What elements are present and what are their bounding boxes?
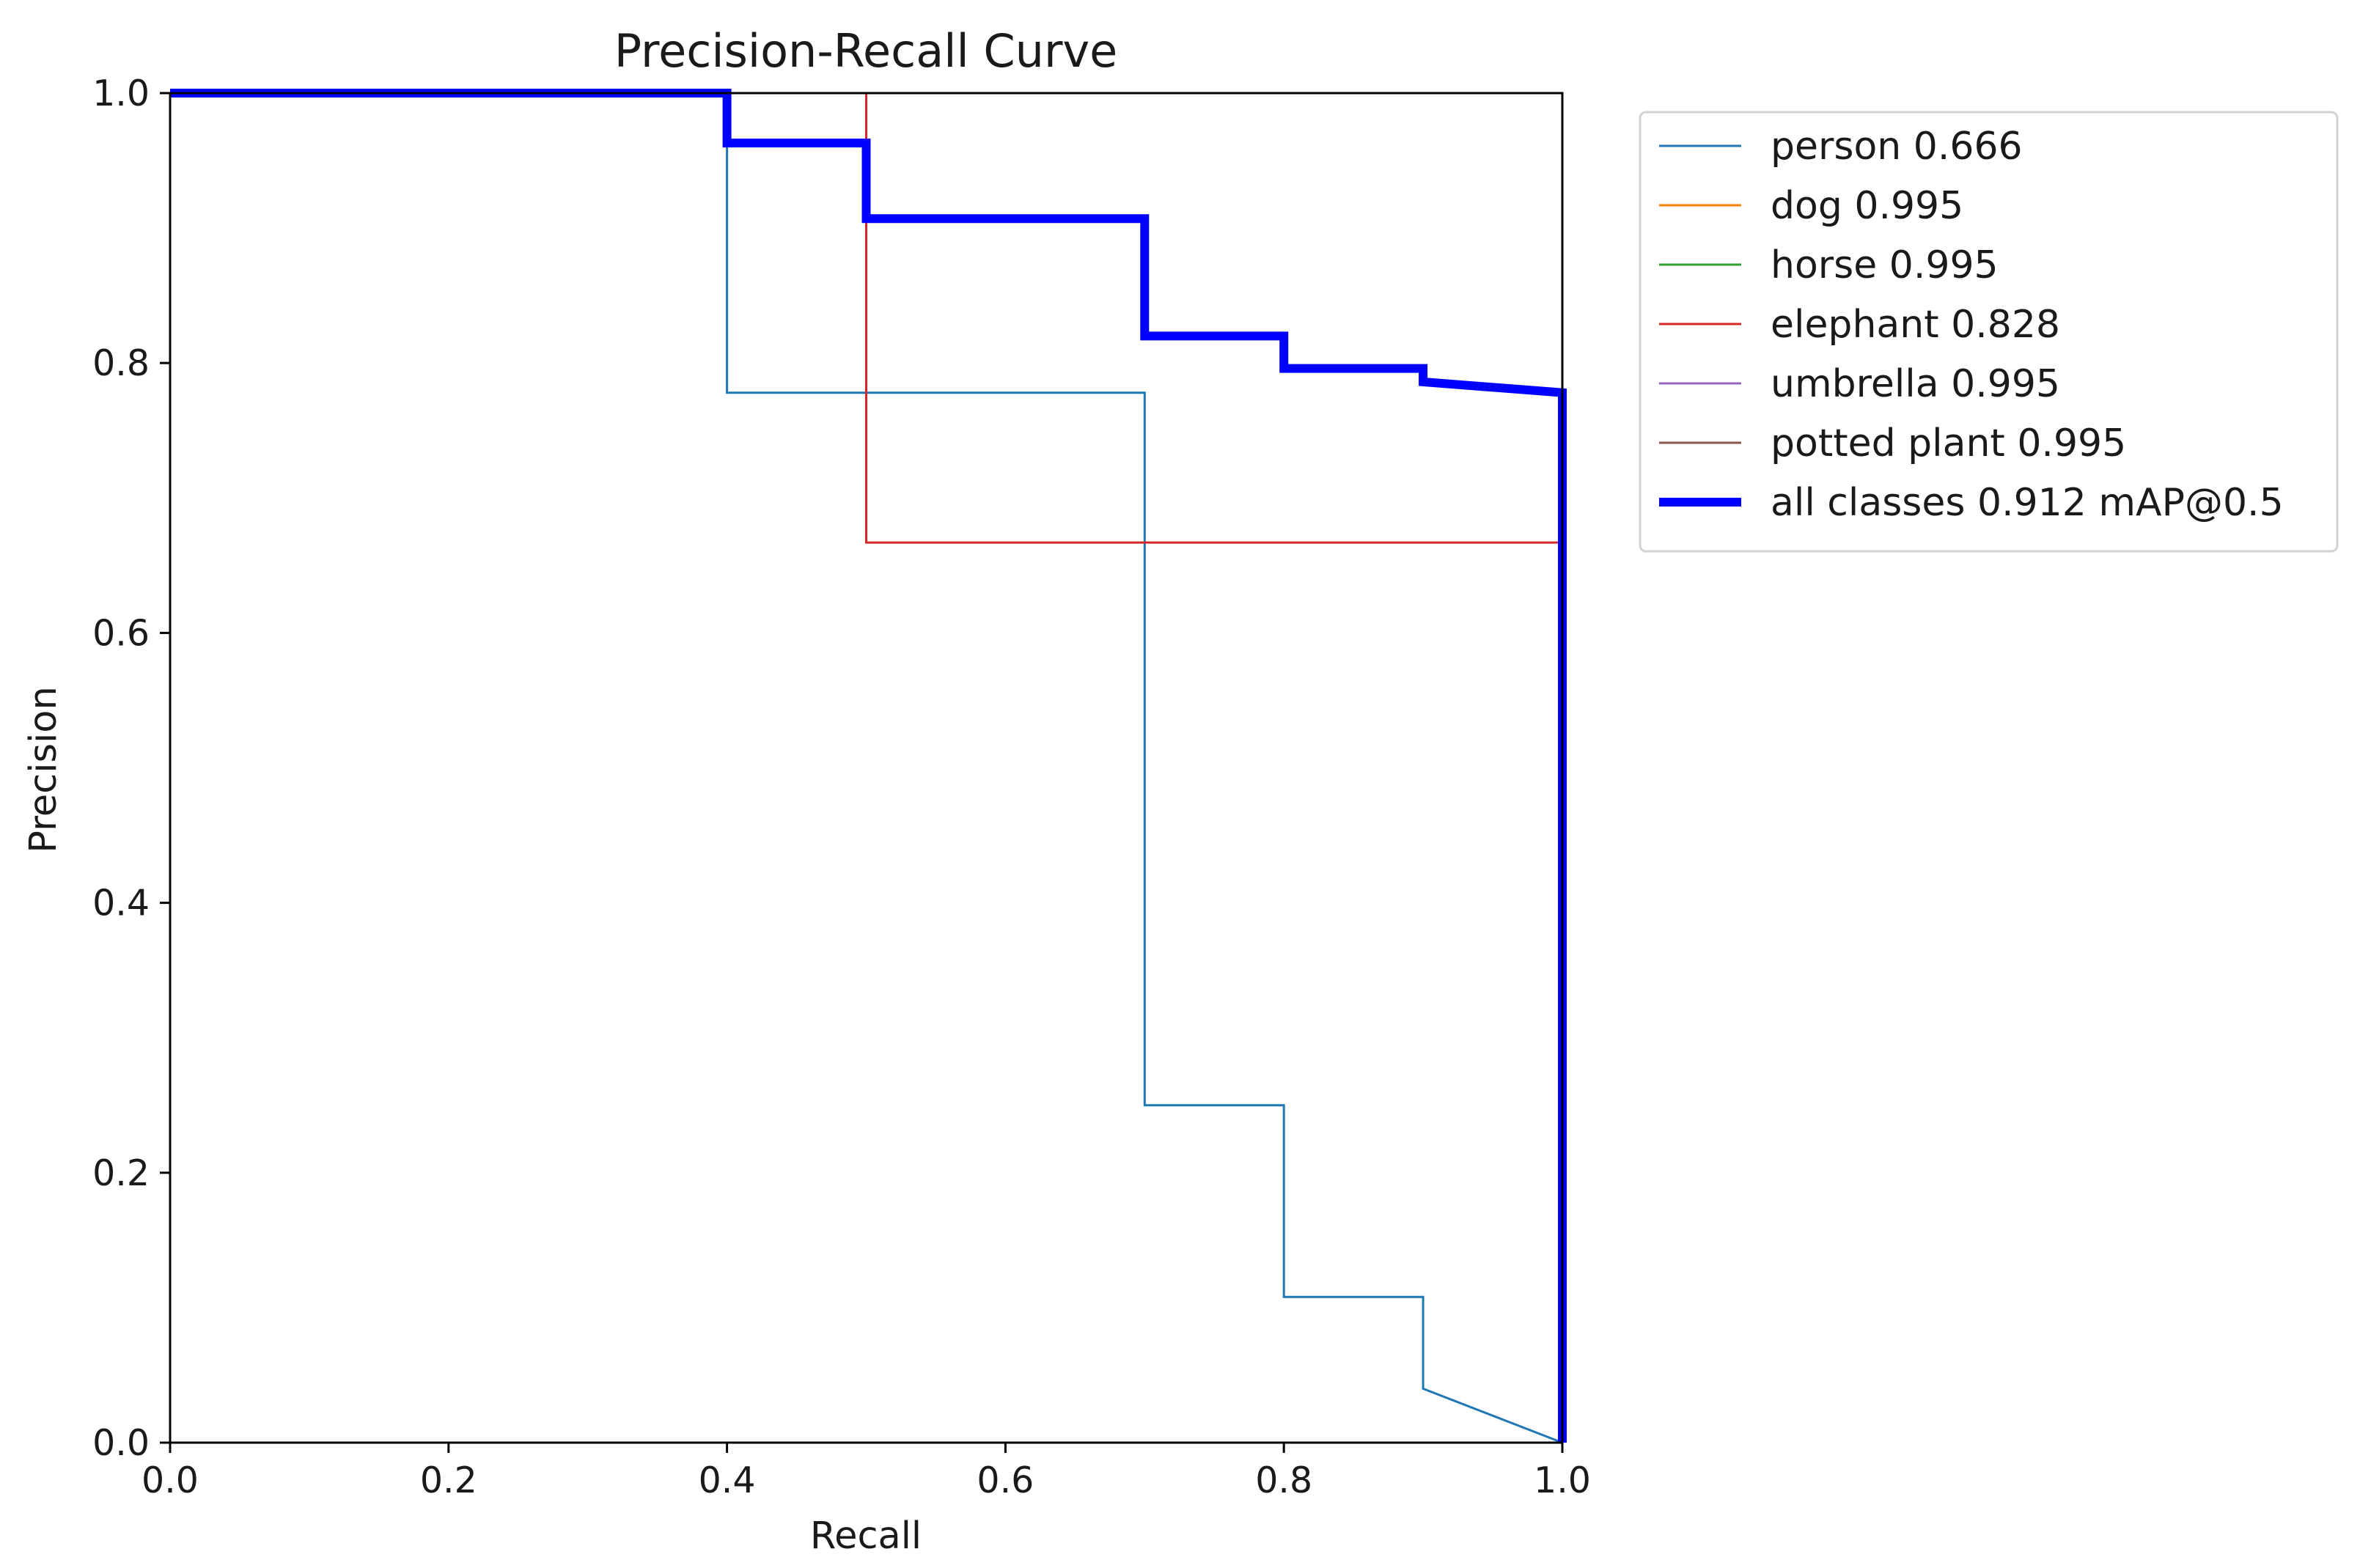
legend-label: all classes 0.912 mAP@0.5 <box>1771 481 2284 525</box>
chart-title: Precision-Recall Curve <box>614 24 1118 78</box>
y-tick-label: 0.6 <box>92 612 150 654</box>
x-tick-label: 0.8 <box>1255 1460 1312 1501</box>
y-tick-label: 0.2 <box>92 1152 150 1194</box>
x-tick-label: 0.2 <box>420 1460 477 1501</box>
legend-label: person 0.666 <box>1771 125 2023 169</box>
legend-box <box>1639 111 2339 553</box>
y-tick-label: 0.4 <box>92 883 150 924</box>
legend-label: potted plant 0.995 <box>1771 422 2126 465</box>
axes-layer: 0.0 0.2 0.4 0.6 0.8 1.0 0.0 0.2 0.4 0.6 0.8 1.0 <box>92 73 1591 1501</box>
plot-frame <box>169 92 1564 1444</box>
x-tick-label: 0.4 <box>699 1460 756 1501</box>
y-axis-label: Precision <box>22 686 65 853</box>
legend-label: dog 0.995 <box>1771 184 1963 228</box>
x-axis-label: Recall <box>810 1514 922 1558</box>
series-line-all-classes <box>170 89 1567 1443</box>
legend-label: umbrella 0.995 <box>1771 362 2060 406</box>
x-tick-label: 0.6 <box>977 1460 1034 1501</box>
x-tick-label: 1.0 <box>1534 1460 1591 1501</box>
legend: person 0.666 dog 0.995 horse 0.995 elephant… <box>1639 111 2339 553</box>
y-tick-label: 0.0 <box>92 1422 150 1464</box>
legend-label: elephant 0.828 <box>1771 303 2060 347</box>
series-line-person <box>170 92 1563 1444</box>
y-tick-label: 0.8 <box>92 342 150 384</box>
x-tick-label: 0.0 <box>141 1460 199 1501</box>
y-tick-label: 1.0 <box>92 73 150 114</box>
legend-label: horse 0.995 <box>1771 243 1999 287</box>
